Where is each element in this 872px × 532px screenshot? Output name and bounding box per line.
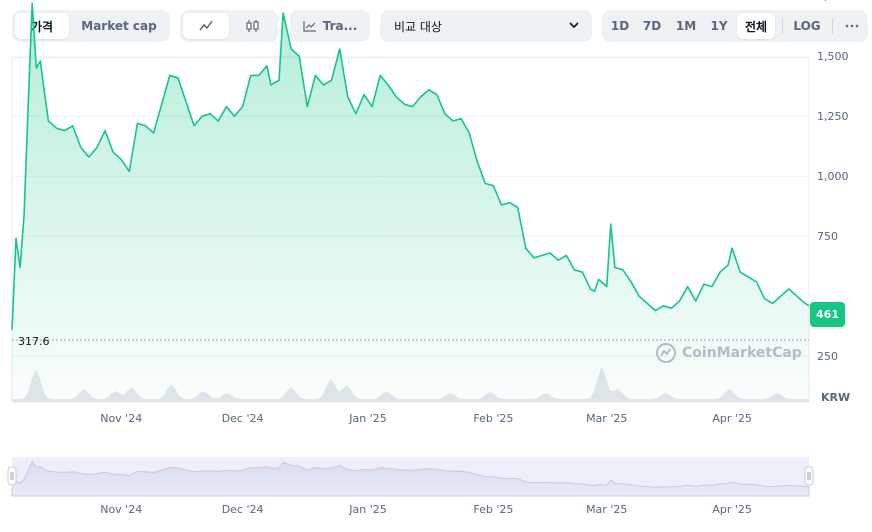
more-button[interactable] — [838, 13, 865, 39]
range-1d[interactable]: 1D — [610, 19, 630, 33]
chart-toolbar: 가격 Market cap Tra... 비교 대상 1D 7D 1M 1Y 전… — [12, 10, 868, 42]
navigator-area — [11, 460, 810, 497]
x-axis: Nov '24 Dec '24 Jan '25 Feb '25 Mar '25 Apr '… — [100, 412, 752, 425]
tradingview-icon — [303, 21, 316, 32]
navigator-handle-right[interactable] — [804, 466, 814, 486]
tab-market-cap[interactable]: Market cap — [81, 19, 157, 33]
x-tick-label: Nov '24 — [100, 412, 142, 425]
navigator-x-axis: Nov '24 Dec '24 Jan '25 Feb '25 Mar '25 Apr '… — [100, 503, 752, 516]
x-tick-label: Dec '24 — [222, 503, 264, 516]
chevron-down-icon — [569, 22, 579, 29]
x-tick-label: Mar '25 — [586, 412, 627, 425]
time-range-tabs: 1D 7D 1M 1Y 전체 LOG — [602, 10, 868, 42]
range-7d[interactable]: 7D — [642, 19, 662, 33]
chart-type-tabs: 가격 Market cap — [12, 10, 170, 42]
x-tick-label: Dec '24 — [222, 412, 264, 425]
watermark: CoinMarketCap — [655, 342, 802, 364]
x-tick-label: Apr '25 — [712, 412, 752, 425]
currency-label: KRW — [821, 391, 851, 404]
low-price-label: 317.6 — [18, 335, 50, 348]
navigator-handle-left[interactable] — [7, 466, 17, 486]
y-tick-label: 1,750 — [817, 0, 849, 3]
log-toggle[interactable]: LOG — [793, 19, 821, 33]
coinmarketcap-logo-icon — [656, 343, 676, 363]
range-1y[interactable]: 1Y — [710, 19, 728, 33]
x-tick-label: Jan '25 — [348, 503, 386, 516]
x-tick-label: Apr '25 — [712, 503, 752, 516]
price-area — [12, 3, 809, 403]
y-tick-label: 1,500 — [817, 50, 849, 63]
tab-price[interactable]: 가격 — [15, 13, 69, 39]
more-horizontal-icon — [845, 24, 858, 28]
tradingview-button[interactable]: Tra... — [290, 10, 370, 42]
range-navigator[interactable] — [7, 457, 814, 497]
x-tick-label: Feb '25 — [473, 503, 513, 516]
compare-select[interactable]: 비교 대상 — [380, 10, 592, 42]
line-chart-button[interactable] — [183, 13, 229, 39]
x-tick-label: Nov '24 — [100, 503, 142, 516]
y-axis: 1,750 1,500 1,250 1,000 750 250 — [817, 0, 849, 363]
candlestick-button[interactable] — [230, 13, 276, 39]
compare-placeholder: 비교 대상 — [394, 19, 442, 34]
y-tick-label: 1,000 — [817, 170, 849, 183]
tradingview-inner: Tra... — [293, 13, 367, 39]
divider — [782, 18, 783, 34]
current-price-tag: 461 — [810, 302, 845, 327]
y-tick-label: 1,250 — [817, 110, 849, 123]
x-tick-label: Feb '25 — [473, 412, 513, 425]
range-all[interactable]: 전체 — [737, 13, 775, 39]
x-tick-label: Mar '25 — [586, 503, 627, 516]
y-tick-label: 250 — [817, 350, 838, 363]
x-tick-label: Jan '25 — [348, 412, 386, 425]
range-1m[interactable]: 1M — [675, 19, 697, 33]
divider — [832, 18, 833, 34]
line-chart-icon — [199, 20, 213, 31]
price-line — [11, 2, 810, 330]
chart-style-toggle — [180, 10, 278, 42]
y-tick-label: 750 — [817, 230, 838, 243]
tradingview-label: Tra... — [322, 19, 358, 33]
candlestick-icon — [246, 20, 259, 32]
watermark-text: CoinMarketCap — [682, 345, 802, 361]
